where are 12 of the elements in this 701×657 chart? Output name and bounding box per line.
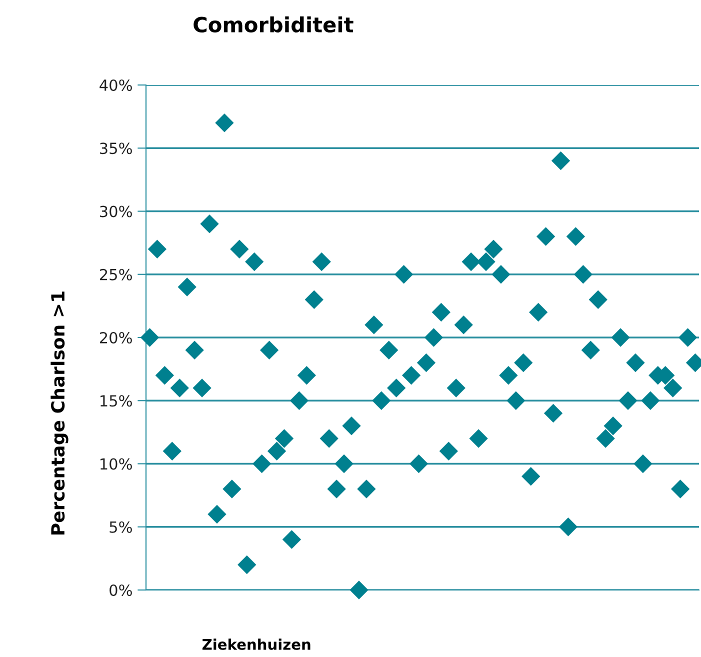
y-tick-label: 15%	[100, 395, 132, 407]
y-tick-label: 30%	[100, 206, 132, 218]
x-axis-title: Ziekenhuizen	[202, 638, 310, 650]
y-tick-label: 0%	[110, 584, 132, 596]
y-tick-label: 40%	[100, 79, 132, 92]
y-tick-label: 35%	[100, 142, 132, 154]
y-axis-title: Percentage Charlson >1	[50, 292, 68, 535]
chart-title: Comorbiditeit	[194, 16, 354, 33]
y-tick-label: 5%	[110, 521, 132, 533]
y-tick-label: 10%	[100, 458, 132, 470]
y-tick-label: 25%	[100, 268, 132, 280]
y-tick-label: 20%	[100, 332, 132, 344]
